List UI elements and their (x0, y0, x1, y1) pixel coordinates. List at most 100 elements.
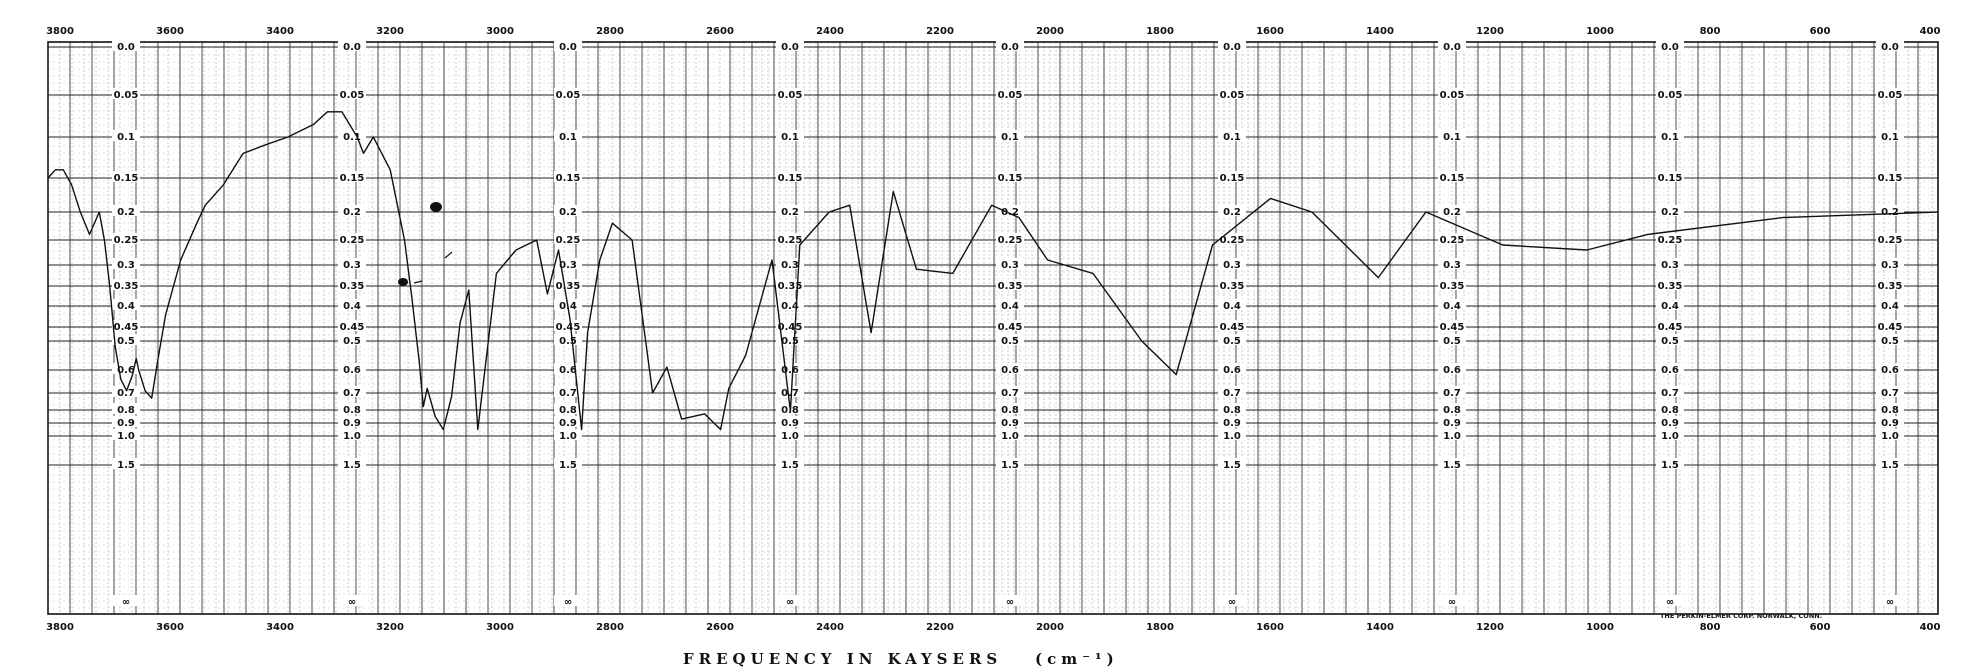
abs-label-bg (338, 458, 366, 469)
abs-label-bg (1656, 595, 1684, 606)
x-tick-label-top: 600 (1810, 26, 1831, 37)
abs-label-bg (1218, 88, 1246, 99)
abs-scale-label: 0.6 (117, 365, 135, 376)
abs-label-bg (996, 595, 1024, 606)
abs-scale-label: 0.5 (343, 336, 361, 347)
abs-label-bg (1656, 130, 1684, 141)
x-tick-label-top: 1000 (1586, 26, 1614, 37)
abs-label-bg (996, 130, 1024, 141)
x-tick-label-bottom: 800 (1700, 622, 1721, 633)
abs-scale-label: 0.6 (1223, 365, 1241, 376)
abs-label-bg (1218, 429, 1246, 440)
abs-label-bg (112, 595, 140, 606)
abs-scale-label: ∞ (122, 597, 130, 608)
abs-label-bg (1876, 130, 1904, 141)
abs-label-bg (554, 279, 582, 290)
abs-scale-label: 0.45 (998, 322, 1023, 333)
abs-label-bg (338, 258, 366, 269)
abs-scale-label: 0.4 (343, 301, 361, 312)
abs-label-bg (1438, 205, 1466, 216)
abs-label-bg (996, 40, 1024, 51)
abs-label-bg (112, 205, 140, 216)
abs-label-bg (338, 320, 366, 331)
abs-scale-label: 0.05 (998, 90, 1023, 101)
abs-label-bg (338, 40, 366, 51)
abs-label-bg (1876, 429, 1904, 440)
abs-scale-label: 0.1 (117, 132, 135, 143)
abs-scale-label: 0.6 (559, 365, 577, 376)
abs-scale-label: 0.05 (1440, 90, 1465, 101)
abs-label-bg (112, 416, 140, 427)
x-tick-label-top: 3400 (266, 26, 294, 37)
abs-label-bg (776, 205, 804, 216)
abs-scale-label: 0.8 (1223, 405, 1241, 416)
abs-label-bg (776, 233, 804, 244)
abs-scale-label: 0.4 (1881, 301, 1899, 312)
abs-scale-label: 0.0 (1001, 42, 1019, 53)
abs-scale-label: 0.2 (1443, 207, 1461, 218)
abs-label-bg (338, 233, 366, 244)
abs-scale-label: 1.0 (559, 431, 577, 442)
abs-label-bg (1218, 258, 1246, 269)
abs-label-bg (112, 233, 140, 244)
abs-scale-label: 0.8 (1001, 405, 1019, 416)
abs-label-bg (338, 205, 366, 216)
abs-scale-label: 0.3 (1443, 260, 1461, 271)
abs-scale-label: 0.15 (1220, 173, 1245, 184)
abs-scale-label: 0.1 (559, 132, 577, 143)
abs-label-bg (1656, 458, 1684, 469)
abs-label-bg (338, 595, 366, 606)
abs-label-bg (996, 279, 1024, 290)
abs-label-bg (1876, 458, 1904, 469)
abs-scale-label: 0.4 (781, 301, 799, 312)
abs-label-bg (1218, 363, 1246, 374)
abs-scale-label: 0.05 (1220, 90, 1245, 101)
abs-scale-label: 0.8 (1881, 405, 1899, 416)
abs-label-bg (554, 205, 582, 216)
abs-label-bg (554, 233, 582, 244)
abs-scale-label: 0.0 (781, 42, 799, 53)
fine-grid (47, 42, 1938, 614)
abs-label-bg (1218, 233, 1246, 244)
abs-scale-label: 0.05 (114, 90, 139, 101)
abs-scale-label: 0.3 (117, 260, 135, 271)
abs-label-bg (776, 320, 804, 331)
abs-scale-label: 0.45 (1658, 322, 1683, 333)
abs-scale-label: 1.0 (343, 431, 361, 442)
abs-label-bg (1438, 279, 1466, 290)
x-tick-label-bottom: 3000 (486, 622, 514, 633)
abs-scale-label: 0.7 (1001, 388, 1019, 399)
abs-label-bg (1656, 320, 1684, 331)
abs-label-bg (1438, 320, 1466, 331)
abs-scale-label: 0.2 (1223, 207, 1241, 218)
abs-label-bg (554, 458, 582, 469)
abs-label-bg (996, 233, 1024, 244)
abs-scale-label: 0.3 (1223, 260, 1241, 271)
x-tick-label-top: 2800 (596, 26, 624, 37)
abs-label-bg (1876, 40, 1904, 51)
abs-scale-label: 0.45 (1440, 322, 1465, 333)
abs-label-bg (1656, 334, 1684, 345)
abs-scale-label: 0.6 (1661, 365, 1679, 376)
abs-label-bg (1218, 205, 1246, 216)
abs-scale-label: 0.8 (1661, 405, 1679, 416)
abs-scale-label: 0.25 (1658, 235, 1683, 246)
abs-scale-label: 0.15 (114, 173, 139, 184)
x-tick-label-top: 2400 (816, 26, 844, 37)
abs-label-bg (776, 258, 804, 269)
abs-label-bg (1218, 386, 1246, 397)
abs-label-bg (554, 171, 582, 182)
abs-scale-label: 0.7 (117, 388, 135, 399)
abs-scale-label: 0.3 (343, 260, 361, 271)
abs-scale-label: 0.9 (1881, 418, 1899, 429)
x-tick-label-bottom: 400 (1920, 622, 1941, 633)
abs-scale-label: 0.9 (1223, 418, 1241, 429)
abs-scale-label: 0.6 (781, 365, 799, 376)
x-tick-label-top: 3800 (46, 26, 74, 37)
abs-scale-label: 0.2 (559, 207, 577, 218)
abs-label-bg (996, 88, 1024, 99)
abs-scale-label: 0.15 (1440, 173, 1465, 184)
abs-scale-label: 0.05 (1878, 90, 1903, 101)
x-tick-label-bottom: 1000 (1586, 622, 1614, 633)
abs-label-bg (1876, 171, 1904, 182)
